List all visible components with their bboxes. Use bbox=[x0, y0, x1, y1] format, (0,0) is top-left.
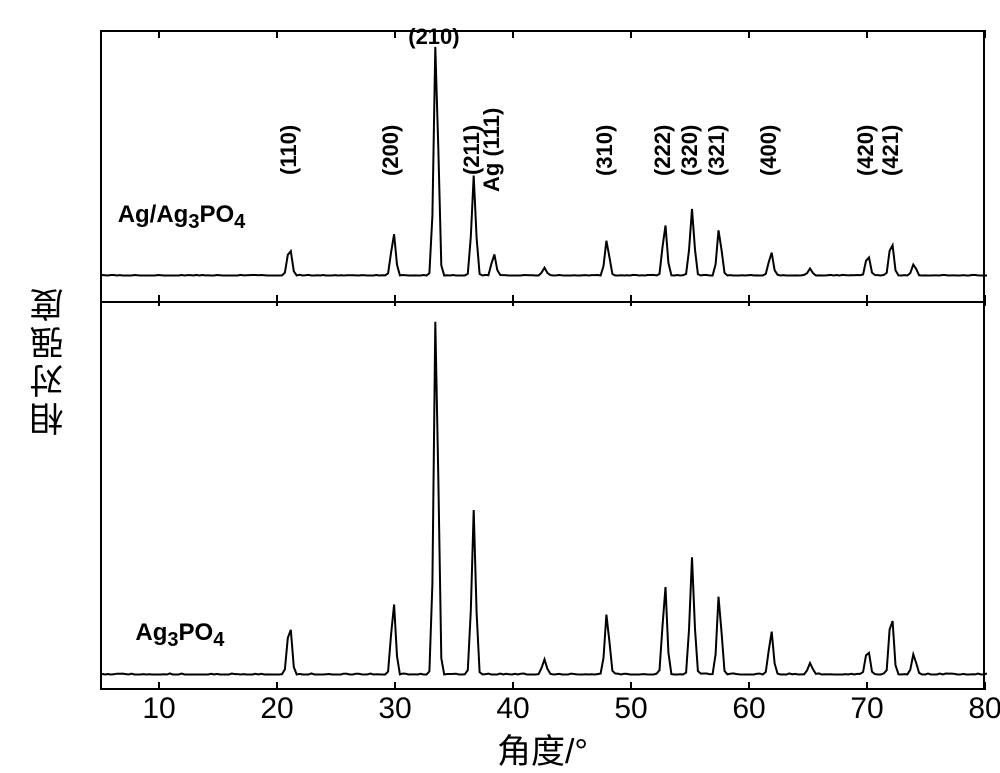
x-tick-top bbox=[276, 30, 278, 38]
x-tick bbox=[748, 682, 750, 690]
peak-label: (222) bbox=[650, 85, 676, 215]
peak-label: Ag (111) bbox=[479, 85, 505, 215]
spectrum-bottom bbox=[102, 322, 987, 675]
panel-divider bbox=[100, 301, 985, 303]
x-tick-mid bbox=[630, 295, 632, 305]
x-tick bbox=[394, 682, 396, 690]
x-tick bbox=[866, 682, 868, 690]
x-tick bbox=[512, 682, 514, 690]
peak-label: (200) bbox=[378, 85, 404, 215]
peak-label: (110) bbox=[276, 85, 302, 215]
peak-label: (321) bbox=[704, 85, 730, 215]
x-tick bbox=[984, 682, 986, 690]
x-axis-label: 角度/° bbox=[463, 724, 623, 773]
x-tick-top bbox=[512, 30, 514, 38]
peak-label: (320) bbox=[677, 85, 703, 215]
peak-label: (421) bbox=[878, 85, 904, 215]
xrd-figure: 相对强度 角度/° 1020304050607080Ag/Ag3PO4Ag3PO… bbox=[0, 0, 1000, 769]
x-tick-mid bbox=[866, 295, 868, 305]
x-tick-label: 10 bbox=[134, 692, 184, 726]
x-tick bbox=[158, 682, 160, 690]
peak-label: (420) bbox=[853, 85, 879, 215]
x-tick-label: 40 bbox=[488, 692, 538, 726]
peak-label: (210) bbox=[404, 24, 464, 50]
x-tick-label: 30 bbox=[370, 692, 420, 726]
panel-label-top: Ag/Ag3PO4 bbox=[118, 201, 246, 234]
y-axis-label: 相对强度 bbox=[25, 270, 74, 450]
x-tick-mid bbox=[394, 295, 396, 305]
x-tick-top bbox=[630, 30, 632, 38]
x-tick-mid bbox=[748, 295, 750, 305]
panel-label-bottom: Ag3PO4 bbox=[135, 619, 224, 652]
x-tick-label: 50 bbox=[606, 692, 656, 726]
x-tick-label: 70 bbox=[842, 692, 892, 726]
x-tick bbox=[630, 682, 632, 690]
x-tick-top bbox=[394, 30, 396, 38]
x-tick-mid bbox=[984, 295, 986, 305]
x-tick-top bbox=[984, 30, 986, 38]
x-tick bbox=[276, 682, 278, 690]
x-tick-top bbox=[866, 30, 868, 38]
x-tick-label: 20 bbox=[252, 692, 302, 726]
x-tick-mid bbox=[276, 295, 278, 305]
x-tick-mid bbox=[512, 295, 514, 305]
x-tick-label: 60 bbox=[724, 692, 774, 726]
x-tick-label: 80 bbox=[960, 692, 1000, 726]
x-tick-top bbox=[748, 30, 750, 38]
peak-label: (310) bbox=[592, 85, 618, 215]
x-tick-top bbox=[158, 30, 160, 38]
x-tick-mid bbox=[158, 295, 160, 305]
peak-label: (400) bbox=[756, 85, 782, 215]
